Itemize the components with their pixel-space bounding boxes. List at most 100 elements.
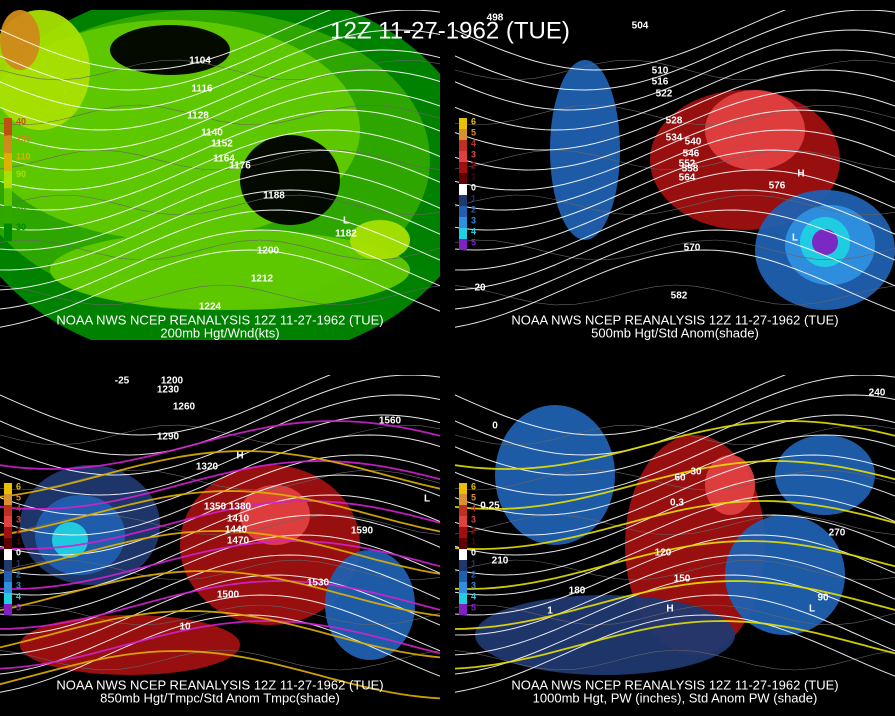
map-outline <box>455 194 895 216</box>
contour-label: 1590 <box>351 526 374 537</box>
legend-swatch <box>4 593 12 604</box>
contour-line <box>0 570 440 617</box>
contour-label: 1350 <box>204 502 227 513</box>
legend-swatch <box>4 135 12 154</box>
legend-label: 2 <box>471 525 476 535</box>
contour-line <box>455 189 895 271</box>
legend-label: 5 <box>471 492 476 502</box>
map-outline <box>455 469 895 491</box>
contour-line <box>0 580 440 630</box>
map-outline <box>455 649 895 671</box>
contour-label: 1152 <box>211 139 233 150</box>
contour-label: 576 <box>769 181 786 192</box>
legend-label: 2 <box>16 569 21 579</box>
contour-line <box>455 129 895 211</box>
contour-line <box>0 49 440 131</box>
legend-label: 3 <box>16 580 21 590</box>
legend-label: 0 <box>471 182 476 192</box>
legend-swatch <box>4 549 12 560</box>
legend-label: 3 <box>16 514 21 524</box>
legend-label: 6 <box>471 116 476 126</box>
contour-label: 1128 <box>187 111 209 122</box>
contour-label: 1500 <box>217 590 240 601</box>
contour-line <box>455 454 895 536</box>
contour-line <box>455 474 895 556</box>
legend-label: 1 <box>471 558 476 568</box>
legend-label: 3 <box>471 215 476 225</box>
legend-label: 1 <box>16 558 21 568</box>
legend-swatch <box>459 217 467 228</box>
legend-label: 1 <box>471 536 476 546</box>
contour-line <box>455 10 787 71</box>
contour-label: 1530 <box>307 578 330 589</box>
legend-label: 2 <box>471 160 476 170</box>
legend-label: 5 <box>471 127 476 137</box>
contour-line <box>0 69 440 151</box>
legend-label: 110 <box>16 152 31 162</box>
contour-line <box>0 434 440 516</box>
contour-label: 1470 <box>227 536 250 547</box>
contour-line <box>455 420 895 470</box>
legend-swatch <box>4 571 12 582</box>
contour-label: 582 <box>671 291 688 302</box>
contour-label: 510 <box>652 66 669 77</box>
contour-line <box>0 514 440 596</box>
contour-line <box>0 10 440 91</box>
legend-swatch <box>4 516 12 527</box>
legend-swatch <box>459 228 467 239</box>
contour-line <box>0 620 440 670</box>
map-outline <box>0 194 440 216</box>
legend-swatch <box>4 483 12 494</box>
panel-caption: NOAA NWS NCEP REANALYSIS 12Z 11-27-1962 … <box>511 312 838 327</box>
contour-label: 240 <box>869 388 886 399</box>
contour-label: 180 <box>569 586 586 597</box>
legend-label: 90 <box>16 169 26 179</box>
contour-line <box>455 574 895 656</box>
contour-label: 504 <box>632 21 649 32</box>
legend-label: 2 <box>16 525 21 535</box>
legend-label: 3 <box>471 514 476 524</box>
contour-label: 0.3 <box>670 498 684 509</box>
contour-label: 534 <box>666 133 683 144</box>
contour-line <box>0 554 440 636</box>
legend-label: 5 <box>16 602 21 612</box>
contour-line <box>455 149 895 231</box>
legend-swatch <box>4 604 12 615</box>
legend-swatch <box>4 527 12 538</box>
contour-label: 528 <box>666 116 683 127</box>
legend-label: 70 <box>16 187 26 197</box>
contour-line <box>0 474 440 556</box>
contour-label: 210 <box>492 556 509 567</box>
legend-label: 50 <box>16 204 26 214</box>
legend-swatch <box>459 140 467 151</box>
map-outline <box>455 104 895 126</box>
contour-line <box>0 10 332 71</box>
legend-label: 1 <box>471 171 476 181</box>
contour-line <box>0 450 440 498</box>
contour-label: 1224 <box>199 302 222 313</box>
panel-subcaption: 1000mb Hgt, PW (inches), Std Anom PW (sh… <box>533 690 818 705</box>
contour-line <box>455 540 895 590</box>
legend-label: 0 <box>471 547 476 557</box>
legend-label: 2 <box>471 204 476 214</box>
contour-label: 1212 <box>251 274 274 285</box>
legend-swatch <box>4 505 12 516</box>
map-outline <box>0 559 440 581</box>
contour-label: 1182 <box>335 229 357 240</box>
legend-swatch <box>459 604 467 615</box>
contour-label: 1116 <box>191 84 213 95</box>
map-outline <box>0 149 440 171</box>
contour-line <box>0 375 332 436</box>
shaded-region <box>0 10 40 70</box>
shaded-region <box>52 522 88 558</box>
legend-swatch <box>459 239 467 250</box>
contour-line <box>0 189 440 271</box>
map-outline <box>455 559 895 581</box>
legend-swatch <box>459 582 467 593</box>
contour-line <box>455 414 895 496</box>
legend-swatch <box>459 538 467 549</box>
contour-line <box>0 574 440 656</box>
legend-swatch <box>4 206 12 224</box>
